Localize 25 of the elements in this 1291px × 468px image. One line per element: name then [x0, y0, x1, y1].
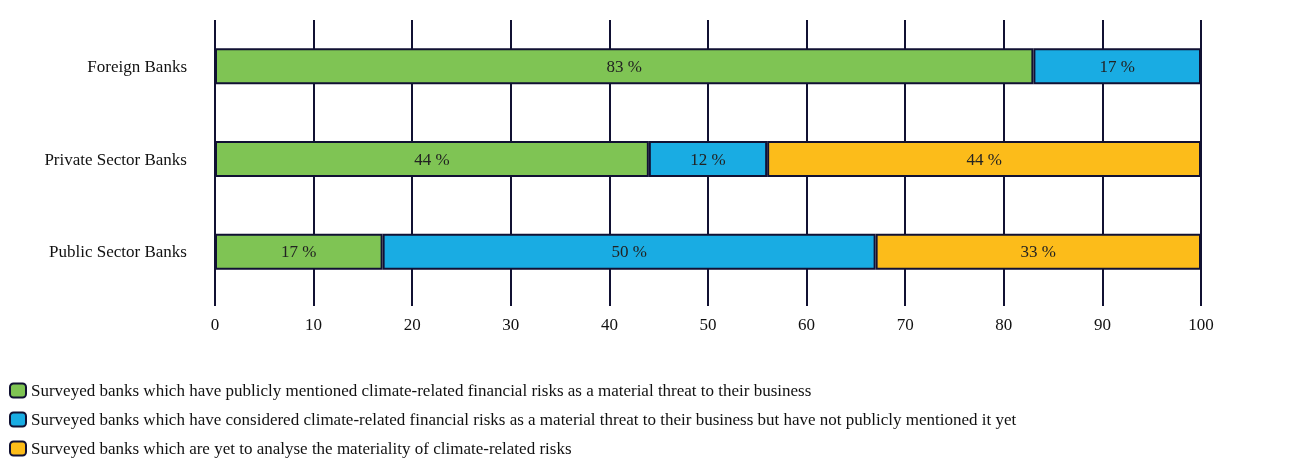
data-label: 50 % — [611, 242, 647, 262]
x-tick-label: 10 — [305, 315, 323, 334]
y-tick-label: Public Sector Banks — [49, 242, 187, 262]
x-tick-label: 100 — [1188, 315, 1214, 334]
legend-label: Surveyed banks which have considered climate-related financial risks as a material threat to their business but have not publicly mentioned it yet — [31, 410, 1017, 429]
data-label: 83 % — [606, 56, 642, 76]
legend-label: Surveyed banks which are yet to analyse the materiality of climate-related risks — [31, 439, 572, 458]
x-tick-label: 80 — [995, 315, 1013, 334]
data-label: 33 % — [1020, 242, 1057, 262]
y-tick-label: Foreign Banks — [87, 56, 187, 76]
x-tick-label: 40 — [600, 315, 618, 334]
y-tick-label: Private Sector Banks — [44, 149, 187, 169]
data-label: 17 % — [281, 242, 317, 262]
x-tick-label: 90 — [1093, 315, 1111, 334]
x-tick-label: 30 — [502, 315, 520, 334]
data-label: 17 % — [1099, 56, 1135, 76]
x-tick-label: 60 — [798, 315, 816, 334]
x-tick-label: 0 — [210, 315, 220, 334]
x-tick-label: 50 — [699, 315, 717, 334]
data-label: 44 % — [966, 149, 1002, 169]
data-label: 12 % — [690, 149, 726, 169]
x-tick-label: 70 — [896, 315, 914, 334]
legend-label: Surveyed banks which have publicly mentioned climate-related financial risks as a material threat to their business — [31, 381, 812, 400]
data-label: 44 % — [414, 149, 450, 169]
x-tick-label: 20 — [403, 315, 421, 334]
